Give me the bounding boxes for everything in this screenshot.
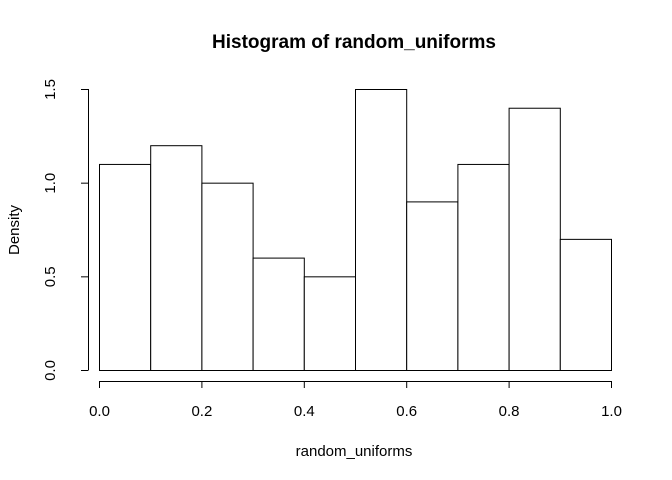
x-tick-label: 0.8 bbox=[499, 403, 520, 420]
histogram-bar-3 bbox=[201, 182, 254, 371]
y-tick-label: 1.0 bbox=[42, 173, 59, 194]
histogram-bar-8 bbox=[457, 163, 510, 371]
bars-group bbox=[99, 89, 612, 372]
x-axis-label: random_uniforms bbox=[296, 443, 413, 460]
histogram-bar-6 bbox=[355, 89, 408, 371]
y-axis: 0.0 0.5 1.0 1.5 bbox=[42, 79, 89, 381]
x-tick-label: 0.4 bbox=[294, 403, 315, 420]
histogram-bar-4 bbox=[252, 257, 305, 372]
y-tick-label: 0.0 bbox=[42, 360, 59, 381]
histogram-bar-5 bbox=[303, 276, 356, 372]
x-tick-label: 0.6 bbox=[396, 403, 417, 420]
histogram-bar-1 bbox=[99, 163, 152, 371]
histogram-bar-9 bbox=[508, 107, 561, 371]
x-tick-label: 1.0 bbox=[601, 403, 622, 420]
x-tick-label: 0.0 bbox=[89, 403, 110, 420]
y-axis-label: Density bbox=[6, 204, 23, 255]
histogram-bar-2 bbox=[150, 145, 203, 371]
x-axis: 0.0 0.2 0.4 0.6 0.8 1.0 bbox=[89, 381, 622, 420]
y-tick-label: 0.5 bbox=[42, 266, 59, 287]
histogram-bar-7 bbox=[406, 201, 459, 371]
y-tick-label: 1.5 bbox=[42, 79, 59, 100]
chart-title: Histogram of random_uniforms bbox=[212, 32, 496, 53]
histogram-bar-10 bbox=[559, 238, 612, 371]
x-tick-label: 0.2 bbox=[191, 403, 212, 420]
